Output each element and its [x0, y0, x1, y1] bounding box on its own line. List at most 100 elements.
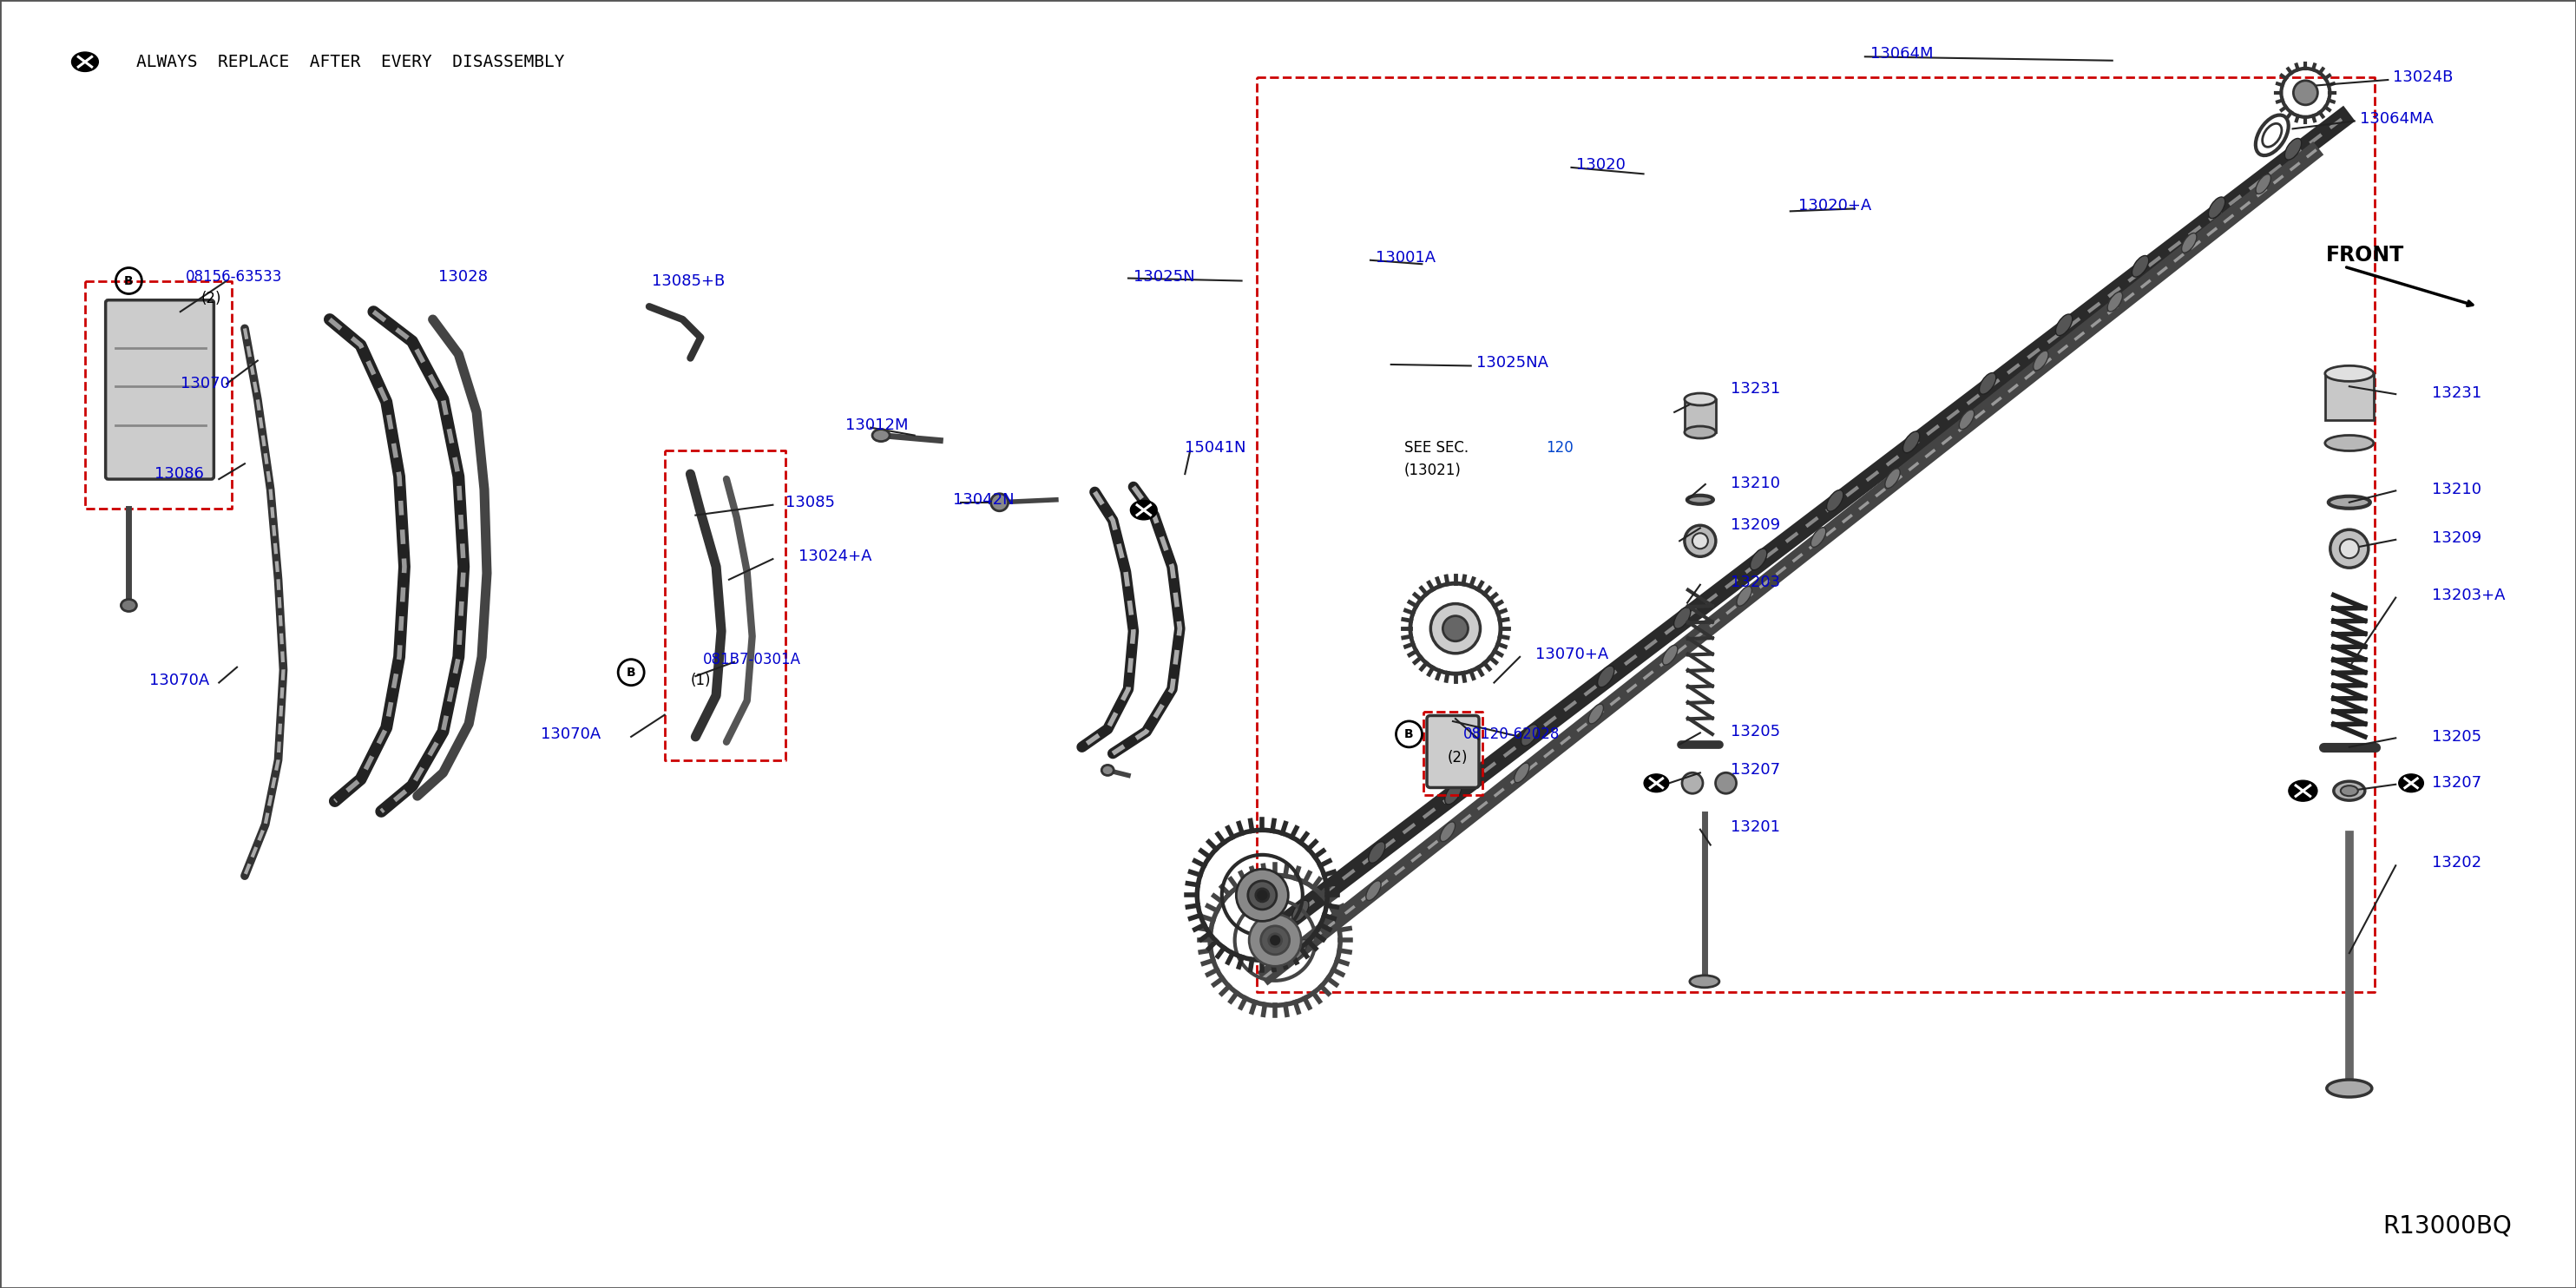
- Text: 13210: 13210: [1731, 475, 1780, 491]
- Ellipse shape: [2182, 233, 2197, 252]
- Ellipse shape: [1515, 762, 1530, 783]
- Circle shape: [1692, 533, 1708, 549]
- Ellipse shape: [1291, 939, 1306, 960]
- Text: (1): (1): [690, 672, 711, 688]
- Ellipse shape: [2257, 174, 2272, 194]
- Ellipse shape: [1690, 975, 1718, 988]
- Bar: [1685, 399, 1716, 433]
- Circle shape: [2293, 81, 2318, 104]
- Text: B: B: [626, 666, 636, 679]
- Text: 13209: 13209: [2432, 531, 2481, 546]
- Text: 13205: 13205: [1731, 724, 1780, 739]
- Text: 13064MA: 13064MA: [2360, 111, 2434, 126]
- Ellipse shape: [1685, 426, 1716, 438]
- Ellipse shape: [72, 52, 98, 72]
- Ellipse shape: [2398, 774, 2424, 792]
- Ellipse shape: [1293, 900, 1309, 922]
- Ellipse shape: [1365, 881, 1381, 900]
- Text: (13021): (13021): [1404, 462, 1461, 478]
- Text: 13012M: 13012M: [845, 417, 907, 433]
- Ellipse shape: [1589, 705, 1602, 724]
- Text: 13028: 13028: [438, 269, 487, 285]
- Circle shape: [1247, 881, 1278, 909]
- Text: 13042N: 13042N: [953, 492, 1015, 507]
- Ellipse shape: [1103, 765, 1113, 775]
- Circle shape: [1255, 889, 1270, 902]
- Text: 13024+A: 13024+A: [799, 549, 871, 564]
- Text: 08120-62028: 08120-62028: [1463, 726, 1561, 742]
- FancyBboxPatch shape: [1427, 716, 1479, 787]
- Text: ALWAYS  REPLACE  AFTER  EVERY  DISASSEMBLY: ALWAYS REPLACE AFTER EVERY DISASSEMBLY: [137, 54, 564, 70]
- Text: 13085+B: 13085+B: [652, 273, 724, 289]
- Text: R13000BQ: R13000BQ: [2383, 1215, 2512, 1238]
- Ellipse shape: [873, 429, 889, 442]
- Ellipse shape: [2326, 366, 2372, 381]
- Ellipse shape: [1685, 393, 1716, 406]
- Ellipse shape: [2032, 350, 2048, 371]
- Ellipse shape: [1978, 372, 1996, 394]
- Text: 13025NA: 13025NA: [1476, 355, 1548, 371]
- Text: 081B7-0301A: 081B7-0301A: [703, 652, 801, 667]
- Bar: [2326, 374, 2372, 420]
- Ellipse shape: [1368, 841, 1386, 863]
- Ellipse shape: [1826, 489, 1844, 511]
- Text: 13203+A: 13203+A: [2432, 587, 2504, 603]
- Text: 13202: 13202: [2432, 855, 2481, 871]
- Circle shape: [2331, 529, 2367, 568]
- Text: 13210: 13210: [2432, 482, 2481, 497]
- Ellipse shape: [2208, 197, 2226, 219]
- Text: 13203: 13203: [1731, 574, 1780, 590]
- Circle shape: [1430, 604, 1481, 653]
- Circle shape: [1249, 914, 1301, 966]
- Ellipse shape: [121, 599, 137, 612]
- Text: 13070: 13070: [180, 376, 229, 392]
- Text: 13020+A: 13020+A: [1798, 198, 1870, 214]
- Ellipse shape: [2287, 781, 2318, 801]
- Text: (2): (2): [1448, 750, 1468, 765]
- Text: 13001A: 13001A: [1376, 250, 1435, 265]
- Circle shape: [1443, 616, 1468, 641]
- Ellipse shape: [1674, 607, 1690, 629]
- Text: 13205: 13205: [2432, 729, 2481, 744]
- Ellipse shape: [2285, 138, 2300, 160]
- Text: 13231: 13231: [1731, 381, 1780, 397]
- Text: FRONT: FRONT: [2326, 245, 2403, 265]
- Circle shape: [992, 493, 1007, 511]
- Ellipse shape: [2326, 1079, 2372, 1097]
- Text: 13025N: 13025N: [1133, 269, 1195, 285]
- Circle shape: [1236, 869, 1288, 921]
- Text: 13070A: 13070A: [541, 726, 600, 742]
- Text: 13231: 13231: [2432, 385, 2481, 401]
- Text: 13207: 13207: [2432, 775, 2481, 791]
- Text: B: B: [1404, 728, 1414, 741]
- Ellipse shape: [2326, 435, 2372, 451]
- Ellipse shape: [2107, 292, 2123, 312]
- Circle shape: [1260, 926, 1291, 954]
- Text: 13201: 13201: [1731, 819, 1780, 835]
- Circle shape: [1685, 526, 1716, 556]
- Text: 13209: 13209: [1731, 518, 1780, 533]
- Text: 08156-63533: 08156-63533: [185, 269, 283, 285]
- Text: 13020: 13020: [1577, 157, 1625, 173]
- Circle shape: [1682, 773, 1703, 793]
- Ellipse shape: [1886, 469, 1901, 488]
- Text: 13024B: 13024B: [2393, 70, 2452, 85]
- Ellipse shape: [1662, 645, 1677, 665]
- Ellipse shape: [1811, 527, 1826, 547]
- Ellipse shape: [2342, 786, 2357, 796]
- Text: 13207: 13207: [1731, 762, 1780, 778]
- Ellipse shape: [1736, 586, 1752, 607]
- Ellipse shape: [1904, 431, 1919, 453]
- Text: 120: 120: [1546, 440, 1574, 456]
- Ellipse shape: [2133, 255, 2148, 277]
- Text: 13086: 13086: [155, 466, 204, 482]
- Text: 15041N: 15041N: [1185, 440, 1247, 456]
- Text: 13070+A: 13070+A: [1535, 647, 1607, 662]
- Circle shape: [2339, 540, 2360, 558]
- Text: (2): (2): [201, 291, 222, 307]
- Ellipse shape: [1960, 410, 1973, 429]
- Ellipse shape: [1597, 666, 1615, 688]
- Text: 13064M: 13064M: [1870, 46, 1932, 62]
- Text: 13085: 13085: [786, 495, 835, 510]
- Ellipse shape: [1643, 774, 1669, 792]
